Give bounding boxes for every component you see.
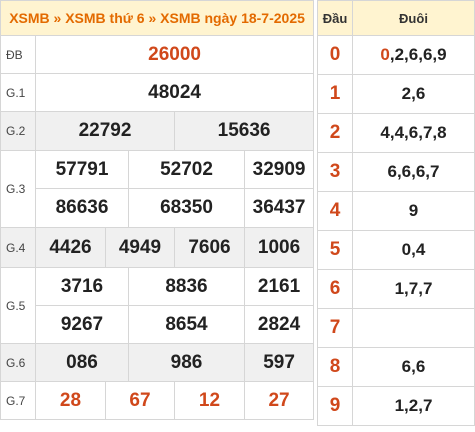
loto-tail-digits: 6,6 [352, 347, 475, 387]
prize-label-g6: G.6 [0, 343, 36, 382]
g5-number: 3716 [35, 267, 129, 306]
loto-tail-digits: 1,7,7 [352, 269, 475, 309]
loto-tail-rest: 9 [408, 201, 419, 220]
g4-number: 4949 [105, 227, 175, 268]
g6-number: 986 [128, 343, 245, 382]
loto-row: 2 4,4,6,7,8 [317, 113, 475, 153]
loto-tail-digits: 1,2,7 [352, 386, 475, 426]
loto-tail-digits: 0,4 [352, 230, 475, 270]
breadcrumb: XSMB » XSMB thứ 6 » XSMB ngày 18-7-2025 [0, 0, 315, 36]
loto-row: 9 1,2,7 [317, 386, 475, 426]
loto-head-digit: 8 [317, 347, 353, 387]
g3-number: 32909 [243, 150, 315, 189]
loto-tail-rest: 2,6 [401, 84, 426, 103]
loto-head-digit: 1 [317, 74, 353, 114]
g5-number: 2161 [243, 267, 315, 306]
loto-head-digit: 5 [317, 230, 353, 270]
prize-label-g5: G.5 [0, 267, 36, 344]
breadcrumb-separator: » [53, 10, 62, 26]
g2-number: 22792 [35, 111, 175, 151]
loto-row: 6 1,7,7 [317, 269, 475, 309]
loto-row: 3 6,6,6,7 [317, 152, 475, 192]
breadcrumb-link-xsmb[interactable]: XSMB [9, 10, 50, 26]
g1-number: 48024 [34, 73, 315, 112]
breadcrumb-link-date[interactable]: XSMB ngày 18-7-2025 [160, 10, 305, 26]
g4-number: 4426 [35, 227, 106, 268]
prize-label-g1: G.1 [0, 73, 36, 112]
loto-tail-rest: 1,7,7 [394, 279, 433, 298]
breadcrumb-link-weekday[interactable]: XSMB thứ 6 [65, 10, 145, 26]
g5-number: 2824 [243, 305, 315, 344]
loto-tail-highlight: 0 [380, 45, 390, 64]
g4-number: 7606 [174, 227, 245, 268]
loto-head-digit: 4 [317, 191, 353, 231]
loto-head-digit: 7 [317, 308, 353, 348]
loto-table: Đầu Đuôi 0 0,2,6,6,9 1 2,6 2 4,4,6,7,8 3 6,6,6,… [317, 0, 475, 426]
prize-label-g3: G.3 [0, 150, 36, 228]
loto-tail-rest: 6,6 [401, 357, 426, 376]
loto-tail-rest: ,2,6,6,9 [389, 45, 447, 64]
loto-head-digit: 0 [317, 35, 353, 75]
g3-number: 36437 [243, 188, 315, 228]
breadcrumb-separator: » [148, 10, 157, 26]
loto-row: 1 2,6 [317, 74, 475, 114]
loto-tail-rest: 1,2,7 [394, 396, 433, 415]
g5-number: 8654 [128, 305, 245, 344]
g3-number: 68350 [128, 188, 245, 228]
loto-tail-digits: 2,6 [352, 74, 475, 114]
prize-label-db: ĐB [0, 35, 36, 74]
loto-tail-digits [352, 308, 475, 348]
loto-head-digit: 6 [317, 269, 353, 309]
g6-number: 086 [35, 343, 129, 382]
g5-number: 9267 [35, 305, 129, 344]
loto-row: 7 [317, 308, 475, 348]
loto-tail-header: Đuôi [352, 0, 475, 36]
prize-label-g4: G.4 [0, 227, 36, 268]
g2-number: 15636 [173, 111, 315, 151]
g7-number: 27 [243, 381, 315, 420]
loto-head-header: Đầu [317, 0, 353, 36]
g7-number: 67 [105, 381, 175, 420]
g3-number: 57791 [35, 150, 129, 189]
g5-number: 8836 [128, 267, 245, 306]
g7-number: 12 [174, 381, 245, 420]
prize-label-g7: G.7 [0, 381, 36, 420]
loto-head-digit: 3 [317, 152, 353, 192]
g3-number: 52702 [128, 150, 245, 189]
loto-tail-digits: 9 [352, 191, 475, 231]
loto-row: 0 0,2,6,6,9 [317, 35, 475, 75]
prize-label-g2: G.2 [0, 111, 36, 151]
loto-row: 5 0,4 [317, 230, 475, 270]
loto-tail-rest: 6,6,6,7 [387, 162, 440, 181]
loto-tail-digits: 0,2,6,6,9 [352, 35, 475, 75]
g7-number: 28 [35, 381, 106, 420]
g4-number: 1006 [243, 227, 315, 268]
loto-tail-rest: 0,4 [401, 240, 426, 259]
g3-number: 86636 [35, 188, 129, 228]
loto-tail-rest: 4,4,6,7,8 [380, 123, 447, 142]
loto-row: 8 6,6 [317, 347, 475, 387]
loto-head-digit: 9 [317, 386, 353, 426]
special-prize-number: 26000 [34, 35, 315, 74]
loto-head-digit: 2 [317, 113, 353, 153]
loto-tail-digits: 4,4,6,7,8 [352, 113, 475, 153]
loto-tail-digits: 6,6,6,7 [352, 152, 475, 192]
g6-number: 597 [243, 343, 315, 382]
results-table: XSMB » XSMB thứ 6 » XSMB ngày 18-7-2025 … [0, 0, 315, 420]
